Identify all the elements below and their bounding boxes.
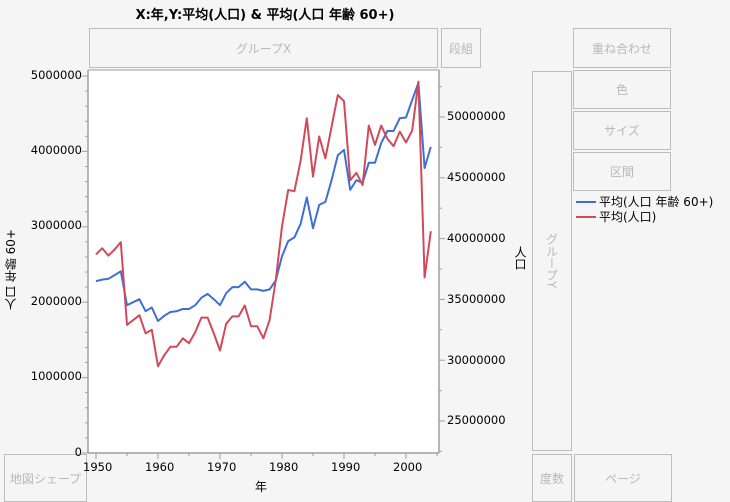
group-y-label: グループY — [544, 233, 559, 289]
legend-label: 平均(人口 年齢 60+) — [599, 195, 714, 209]
y-left-tick: 1000000 — [30, 369, 82, 383]
color-dropzone[interactable]: 色 — [573, 70, 671, 109]
y-left-tick: 0 — [74, 445, 82, 459]
group-y-dropzone[interactable]: グループY — [532, 71, 572, 451]
y-left-tick: 2000000 — [30, 294, 82, 308]
population-60plus-line[interactable] — [95, 81, 432, 322]
y-right-tick: 25000000 — [447, 413, 506, 427]
freq-label: 度数 — [539, 471, 564, 486]
legend-item-population[interactable]: 平均(人口) — [576, 209, 713, 224]
interval-dropzone[interactable]: 区間 — [573, 152, 671, 191]
page-label: ページ — [605, 471, 641, 486]
y-left-tick: 3000000 — [30, 218, 82, 232]
y-left-tick: 5000000 — [30, 68, 82, 82]
map-shape-dropzone[interactable]: 地図シェープ — [4, 454, 87, 502]
y-right-axis-label: 人口 — [513, 246, 527, 270]
y-right-tick: 45000000 — [447, 170, 506, 184]
red-line-swatch-icon — [576, 215, 596, 218]
overlay-dropzone[interactable]: 重ね合わせ — [573, 28, 671, 68]
chart-title: X:年,Y:平均(人口) & 平均(人口 年齢 60+) — [135, 8, 395, 23]
x-tick: 1980 — [269, 460, 299, 474]
color-label: 色 — [615, 83, 628, 97]
overlay-label: 重ね合わせ — [591, 41, 652, 56]
x-tick: 1960 — [145, 460, 175, 474]
y-right-tick: 35000000 — [447, 292, 506, 306]
size-dropzone[interactable]: サイズ — [573, 111, 671, 150]
legend-item-age60[interactable]: 平均(人口 年齢 60+) — [576, 194, 713, 209]
x-tick: 1990 — [331, 460, 361, 474]
map-shape-label: 地図シェープ — [9, 471, 82, 486]
y-right-tick: 30000000 — [447, 353, 506, 367]
y-right-tick: 40000000 — [447, 231, 506, 245]
population-line[interactable] — [95, 80, 432, 368]
blue-line-swatch-icon — [576, 200, 596, 203]
x-tick: 2000 — [393, 460, 423, 474]
x-axis-label: 年 — [255, 480, 268, 494]
y-right-tick: 50000000 — [447, 109, 506, 123]
wrap-label: 段組 — [448, 41, 473, 56]
size-label: サイズ — [604, 124, 640, 138]
x-tick: 1950 — [83, 460, 113, 474]
y-left-tick: 4000000 — [30, 143, 82, 157]
interval-label: 区間 — [609, 165, 634, 179]
freq-dropzone[interactable]: 度数 — [532, 454, 572, 502]
legend: 平均(人口 年齢 60+) 平均(人口) — [576, 194, 713, 224]
legend-label: 平均(人口) — [599, 210, 657, 224]
group-x-dropzone[interactable]: グループX — [89, 28, 438, 68]
wrap-dropzone[interactable]: 段組 — [441, 28, 481, 68]
group-x-label: グループX — [235, 41, 292, 56]
x-tick: 1970 — [207, 460, 237, 474]
